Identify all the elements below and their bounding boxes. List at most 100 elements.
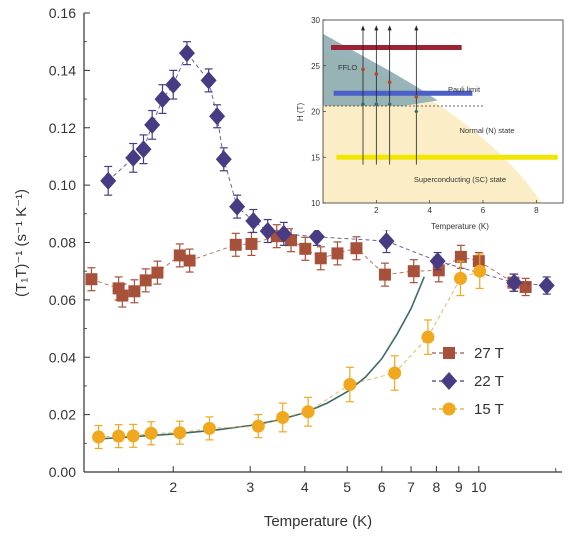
data-point [92, 430, 106, 444]
inset-y-tick-label: 30 [311, 16, 320, 25]
data-point [85, 273, 98, 286]
inset-marker-27 [387, 80, 392, 85]
inset-y-tick-label: 20 [311, 108, 320, 117]
data-point [259, 222, 276, 241]
data-point [429, 252, 446, 271]
x-tick-label: 7 [407, 479, 415, 495]
inset-marker-22 [387, 101, 392, 107]
data-point [331, 247, 344, 260]
y-tick-label: 0.06 [49, 292, 76, 308]
legend-marker [443, 347, 455, 359]
legend-label: 27 T [474, 345, 504, 362]
x-tick-label: 6 [378, 479, 386, 495]
data-point [453, 271, 467, 285]
data-point [202, 421, 216, 435]
x-tick-label: 3 [246, 479, 254, 495]
inset-y-axis-label: H (T) [296, 103, 305, 122]
data-point [128, 285, 141, 298]
inset-x-tick-label: 6 [481, 206, 486, 215]
data-point [472, 255, 485, 268]
data-point [100, 171, 117, 190]
legend: 27 T 22 T 15 T [432, 345, 504, 418]
data-point [245, 237, 258, 250]
data-point [378, 268, 391, 281]
inset-marker-22 [361, 101, 365, 107]
data-point [538, 276, 555, 295]
data-point [454, 250, 467, 263]
data-point [378, 232, 395, 251]
data-point [275, 224, 292, 243]
data-point [314, 252, 327, 265]
data-point [245, 211, 262, 230]
data-point [229, 238, 242, 251]
inset-normal-label: Normal (N) state [459, 126, 514, 135]
inset-marker-27 [414, 95, 419, 99]
inset-sc-label: Superconducting (SC) state [414, 175, 506, 184]
inset-marker-22 [414, 109, 419, 114]
series-15t [92, 253, 487, 450]
data-point [308, 227, 325, 246]
y-axis-label: (T₁T)⁻¹ (s⁻¹ K⁻¹) [13, 189, 30, 297]
y-tick-label: 0.10 [49, 177, 76, 193]
inset-fflo-label: FFLO [338, 63, 357, 72]
y-tick-label: 0.04 [49, 349, 76, 365]
data-point [126, 429, 140, 443]
inset-arrowhead [387, 25, 392, 31]
data-point [229, 197, 246, 216]
inset-fflo-region [323, 33, 438, 107]
data-point [473, 264, 487, 278]
x-tick-label: 2 [169, 479, 177, 495]
inset-y-tick-label: 10 [311, 199, 320, 208]
data-point [151, 266, 164, 279]
inset-x-tick-label: 4 [427, 206, 432, 215]
y-tick-label: 0.16 [49, 5, 76, 21]
data-point [154, 90, 171, 109]
data-point [350, 242, 363, 255]
legend-marker [441, 372, 457, 390]
inset-marker-22 [374, 101, 379, 107]
data-point [200, 71, 217, 90]
y-tick-label: 0.14 [49, 62, 76, 78]
data-series [85, 41, 555, 450]
data-point [251, 419, 265, 433]
inset-marker-27 [361, 67, 365, 72]
x-tick-label: 5 [343, 479, 351, 495]
inset-marker-27 [374, 72, 379, 76]
data-point [112, 429, 126, 443]
series-22t [100, 41, 555, 295]
data-point [183, 254, 196, 267]
series-27t [85, 224, 532, 308]
data-point [135, 140, 152, 159]
series-dashed-line [98, 270, 480, 438]
data-point [421, 330, 435, 344]
data-point [209, 107, 226, 126]
data-point [144, 115, 161, 134]
data-point [125, 148, 142, 167]
data-point [343, 378, 357, 392]
data-point [178, 44, 195, 63]
inset-x-tick-label: 8 [534, 206, 539, 215]
data-point [116, 289, 129, 302]
inset-y-tick-label: 25 [311, 62, 320, 71]
legend-marker [442, 402, 456, 416]
data-point [388, 366, 402, 380]
x-axis-label: Temperature (K) [264, 513, 372, 530]
inset-pauli-label: Pauli limit [448, 85, 481, 94]
data-point [215, 150, 232, 169]
inset-x-tick-label: 2 [374, 206, 379, 215]
data-point [165, 75, 182, 94]
data-point [276, 410, 290, 424]
x-tick-label: 9 [455, 479, 463, 495]
y-tick-label: 0.02 [49, 407, 76, 423]
phase-diagram-inset: 10 15 20 25 30 2 4 6 8 Temperature (K) H (T) FFL… [293, 2, 567, 231]
data-point [139, 274, 152, 287]
inset-arrowhead [374, 25, 379, 31]
data-point [299, 242, 312, 255]
data-point [301, 405, 315, 419]
x-tick-label: 4 [301, 479, 309, 495]
data-point [407, 265, 420, 278]
axis-frame [83, 12, 562, 473]
data-point [173, 426, 187, 440]
y-tick-label: 0.08 [49, 235, 76, 251]
